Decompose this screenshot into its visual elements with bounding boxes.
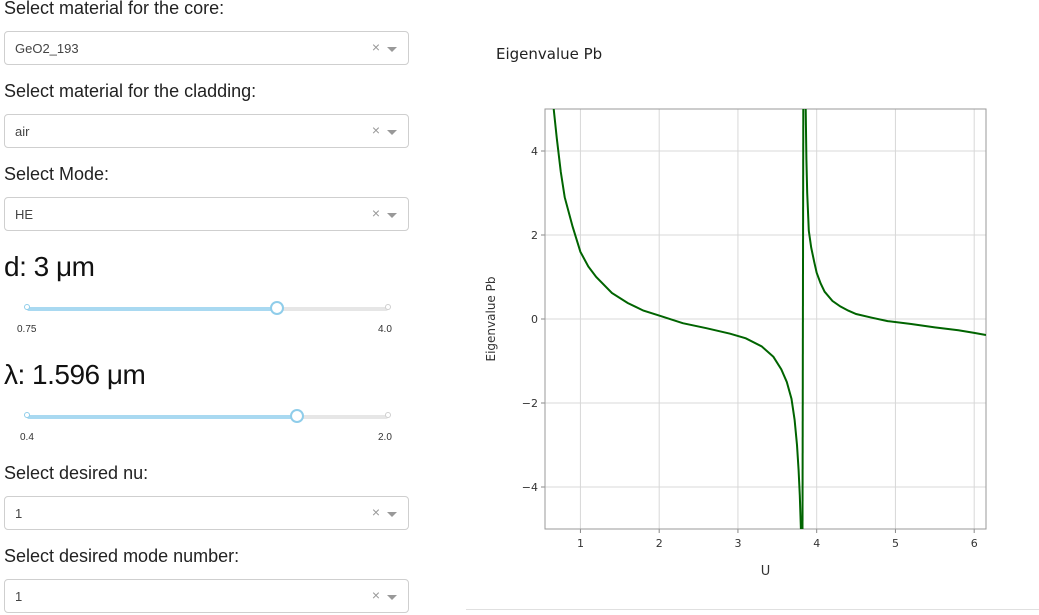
control-panel: Select material for the core: GeO2_193 ×…	[0, 0, 430, 614]
d-slider-min-label: 0.75	[17, 324, 37, 335]
core-material-label: Select material for the core:	[4, 0, 225, 18]
y-tick-label: −4	[522, 481, 538, 494]
d-slider[interactable]	[24, 301, 391, 315]
d-slider-handle[interactable]	[269, 301, 284, 315]
chevron-down-icon[interactable]	[387, 130, 397, 135]
clear-icon[interactable]: ×	[371, 504, 380, 520]
d-slider-max-label: 4.0	[378, 324, 392, 335]
mode-number-select[interactable]: 1 ×	[4, 579, 409, 613]
d-slider-fill	[27, 307, 277, 311]
lower-panel-edge	[466, 609, 1039, 615]
x-axis-label: U	[761, 564, 771, 579]
plot-frame	[544, 108, 987, 530]
series-line-1	[552, 109, 802, 529]
nu-select[interactable]: 1 ×	[4, 496, 409, 530]
cladding-material-select[interactable]: air ×	[4, 114, 409, 148]
y-axis-label: Eigenvalue Pb	[484, 277, 498, 362]
lambda-slider-max-label: 2.0	[378, 432, 392, 443]
d-slider-min-end	[24, 304, 30, 310]
x-tick-label: 5	[892, 537, 899, 550]
cladding-material-label: Select material for the cladding:	[4, 81, 257, 101]
y-tick-label: 4	[531, 145, 538, 158]
series-line-2	[801, 109, 805, 529]
y-tick-label: 2	[531, 229, 538, 242]
lambda-slider-handle[interactable]	[289, 409, 304, 423]
mode-select[interactable]: HE ×	[4, 197, 409, 231]
chevron-down-icon[interactable]	[387, 512, 397, 517]
x-tick-label: 6	[971, 537, 978, 550]
clear-icon[interactable]: ×	[371, 205, 380, 221]
lambda-slider-min-end	[24, 412, 30, 418]
series-line-3	[804, 109, 986, 336]
y-tick-label: 0	[531, 313, 538, 326]
cladding-material-value: air	[15, 124, 30, 139]
x-tick-label: 1	[577, 537, 584, 550]
x-tick-label: 4	[813, 537, 820, 550]
d-slider-title: d: 3 μm	[4, 251, 95, 282]
lambda-slider-fill	[27, 415, 297, 419]
x-tick-label: 3	[734, 537, 741, 550]
lambda-slider-max-end	[385, 412, 391, 418]
eigenvalue-chart: 1 2 3 4 5 6 −4 −2 0 2 4 U Eigenvalue Pb	[484, 108, 987, 579]
mode-number-label: Select desired mode number:	[4, 546, 240, 566]
lambda-slider-title: λ: 1.596 μm	[4, 359, 146, 390]
clear-icon[interactable]: ×	[371, 39, 380, 55]
lambda-slider-min-label: 0.4	[20, 432, 34, 443]
nu-label: Select desired nu:	[4, 463, 149, 483]
core-material-value: GeO2_193	[15, 41, 79, 56]
chevron-down-icon[interactable]	[387, 47, 397, 52]
clear-icon[interactable]: ×	[371, 122, 380, 138]
chevron-down-icon[interactable]	[387, 595, 397, 600]
mode-number-value: 1	[15, 589, 23, 604]
clear-icon[interactable]: ×	[371, 587, 380, 603]
core-material-select[interactable]: GeO2_193 ×	[4, 31, 409, 65]
y-tick-label: −2	[522, 397, 538, 410]
mode-value: HE	[15, 207, 34, 222]
x-tick-label: 2	[656, 537, 663, 550]
d-slider-max-end	[385, 304, 391, 310]
chart-title: Eigenvalue Pb	[496, 45, 603, 63]
mode-label: Select Mode:	[4, 164, 110, 184]
nu-value: 1	[15, 506, 23, 521]
lambda-slider[interactable]	[24, 409, 391, 423]
chevron-down-icon[interactable]	[387, 213, 397, 218]
